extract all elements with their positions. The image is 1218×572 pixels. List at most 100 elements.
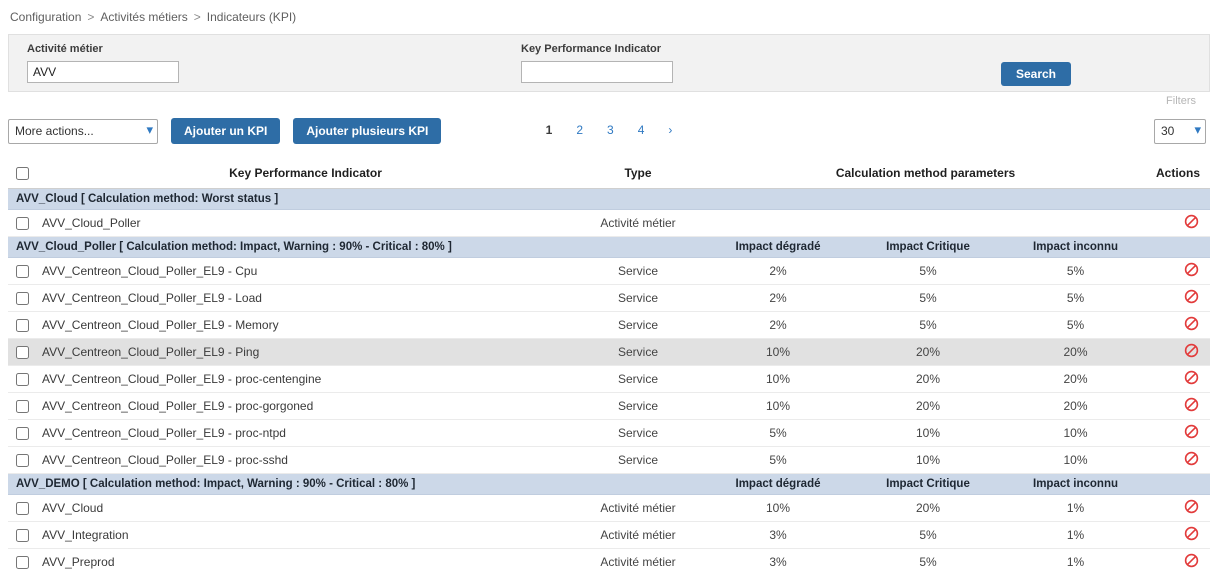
kpi-row-checkbox[interactable] [16, 556, 29, 570]
kpi-group-row: AVV_Cloud [ Calculation method: Worst st… [8, 188, 1211, 211]
kpi-type: Activité métier [573, 548, 703, 572]
kpi-param-degraded: 10% [703, 494, 853, 523]
kpi-actions-cell [1148, 548, 1211, 572]
kpi-param-critical: 20% [853, 494, 1003, 523]
kpi-table: Key Performance Indicator Type Calculati… [8, 158, 1211, 572]
kpi-param-critical: 10% [853, 446, 1003, 475]
forbidden-icon[interactable] [1184, 316, 1199, 331]
kpi-name-link[interactable]: AVV_Centreon_Cloud_Poller_EL9 - proc-gor… [38, 392, 573, 421]
kpi-actions-cell [1148, 257, 1211, 286]
forbidden-icon[interactable] [1184, 553, 1199, 568]
kpi-param-critical [853, 209, 1003, 238]
add-multiple-kpi-button[interactable]: Ajouter plusieurs KPI [293, 118, 442, 144]
kpi-row: AVV_Cloud_Poller Activité métier [8, 209, 1211, 238]
kpi-param-unknown: 10% [1003, 419, 1149, 448]
kpi-row-checkbox-cell [8, 521, 38, 550]
kpi-name-link[interactable]: AVV_Cloud_Poller [38, 209, 573, 238]
kpi-param-unknown: 20% [1003, 365, 1149, 394]
select-all-checkbox[interactable] [16, 167, 29, 181]
kpi-type: Service [573, 365, 703, 394]
search-button[interactable]: Search [1000, 62, 1071, 86]
kpi-row-checkbox[interactable] [16, 292, 29, 306]
kpi-type: Service [573, 446, 703, 475]
param-column-header: Impact Critique [853, 236, 1003, 259]
kpi-param-degraded: 3% [703, 521, 853, 550]
activity-filter-label: Activité métier [27, 43, 103, 55]
kpi-row-checkbox[interactable] [16, 373, 29, 387]
forbidden-icon[interactable] [1184, 262, 1199, 277]
kpi-param-critical: 5% [853, 548, 1003, 572]
activity-filter-input[interactable] [27, 61, 179, 83]
forbidden-icon[interactable] [1184, 451, 1199, 466]
kpi-row-checkbox[interactable] [16, 346, 29, 360]
kpi-group-row: AVV_Cloud_Poller [ Calculation method: I… [8, 236, 1211, 259]
forbidden-icon[interactable] [1184, 499, 1199, 514]
kpi-type: Activité métier [573, 494, 703, 523]
kpi-param-unknown: 20% [1003, 338, 1149, 367]
kpi-row-checkbox[interactable] [16, 265, 29, 279]
kpi-row-checkbox-cell [8, 338, 38, 367]
kpi-name-link[interactable]: AVV_Centreon_Cloud_Poller_EL9 - Load [38, 284, 573, 313]
header-actions: Actions [1148, 158, 1211, 190]
kpi-filter-input[interactable] [521, 61, 673, 83]
page-link-2[interactable]: 2 [576, 123, 583, 137]
kpi-row-checkbox[interactable] [16, 427, 29, 441]
forbidden-icon[interactable] [1184, 343, 1199, 358]
kpi-name-link[interactable]: AVV_Integration [38, 521, 573, 550]
breadcrumb-configuration[interactable]: Configuration [10, 10, 82, 24]
table-header-row: Key Performance Indicator Type Calculati… [8, 158, 1211, 190]
kpi-row-checkbox-cell [8, 392, 38, 421]
kpi-group-row: AVV_DEMO [ Calculation method: Impact, W… [8, 473, 1211, 496]
kpi-row-checkbox[interactable] [16, 319, 29, 333]
kpi-row: AVV_Centreon_Cloud_Poller_EL9 - proc-ntp… [8, 419, 1211, 448]
kpi-row-checkbox[interactable] [16, 400, 29, 414]
forbidden-icon[interactable] [1184, 526, 1199, 541]
kpi-name-link[interactable]: AVV_Preprod [38, 548, 573, 572]
kpi-actions-cell [1148, 419, 1211, 448]
kpi-name-link[interactable]: AVV_Centreon_Cloud_Poller_EL9 - Memory [38, 311, 573, 340]
page-link-4[interactable]: 4 [637, 123, 645, 137]
kpi-row: AVV_Preprod Activité métier 3% 5% 1% [8, 548, 1211, 572]
group-row-spacer [1148, 236, 1211, 259]
kpi-row-checkbox[interactable] [16, 502, 29, 516]
forbidden-icon[interactable] [1184, 370, 1199, 385]
page-link-3[interactable]: 3 [607, 123, 614, 137]
kpi-actions-cell [1148, 365, 1211, 394]
filter-panel: Activité métier Key Performance Indicato… [8, 34, 1210, 92]
group-title: AVV_Cloud_Poller [ Calculation method: I… [8, 236, 703, 259]
forbidden-icon[interactable] [1184, 424, 1199, 439]
page-current-1: 1 [545, 123, 553, 137]
kpi-param-degraded: 3% [703, 548, 853, 572]
breadcrumb-indicateurs-kpi[interactable]: Indicateurs (KPI) [206, 10, 297, 24]
kpi-param-unknown: 20% [1003, 392, 1149, 421]
kpi-param-degraded: 2% [703, 311, 853, 340]
forbidden-icon[interactable] [1184, 397, 1199, 412]
kpi-name-link[interactable]: AVV_Centreon_Cloud_Poller_EL9 - proc-cen… [38, 365, 573, 394]
kpi-name-link[interactable]: AVV_Centreon_Cloud_Poller_EL9 - proc-ssh… [38, 446, 573, 475]
kpi-name-link[interactable]: AVV_Cloud [38, 494, 573, 523]
kpi-row-checkbox[interactable] [16, 217, 29, 231]
kpi-name-link[interactable]: AVV_Centreon_Cloud_Poller_EL9 - proc-ntp… [38, 419, 573, 448]
more-actions-select-wrap: More actions... ▾ [8, 118, 158, 144]
kpi-row-checkbox[interactable] [16, 454, 29, 468]
kpi-row-checkbox[interactable] [16, 529, 29, 543]
kpi-row: AVV_Centreon_Cloud_Poller_EL9 - Ping Serv… [8, 338, 1211, 367]
page-next-arrow[interactable]: › [668, 123, 673, 137]
kpi-filter-label: Key Performance Indicator [521, 43, 661, 55]
kpi-name-link[interactable]: AVV_Centreon_Cloud_Poller_EL9 - Ping [38, 338, 573, 367]
activity-filter-field: Activité métier [27, 43, 179, 83]
kpi-type: Service [573, 257, 703, 286]
kpi-param-critical: 10% [853, 419, 1003, 448]
add-kpi-button[interactable]: Ajouter un KPI [171, 118, 281, 144]
kpi-type: Service [573, 419, 703, 448]
page-size-select-wrap: 30 ▾ [1154, 118, 1206, 144]
kpi-filter-field: Key Performance Indicator [521, 43, 673, 83]
breadcrumb-activites-metiers[interactable]: Activités métiers [100, 10, 188, 24]
forbidden-icon[interactable] [1184, 214, 1199, 229]
kpi-name-link[interactable]: AVV_Centreon_Cloud_Poller_EL9 - Cpu [38, 257, 573, 286]
forbidden-icon[interactable] [1184, 289, 1199, 304]
kpi-row-checkbox-cell [8, 284, 38, 313]
page-size-select[interactable]: 30 [1154, 118, 1206, 144]
kpi-row: AVV_Centreon_Cloud_Poller_EL9 - Memory Se… [8, 311, 1211, 340]
more-actions-select[interactable]: More actions... [8, 118, 158, 144]
